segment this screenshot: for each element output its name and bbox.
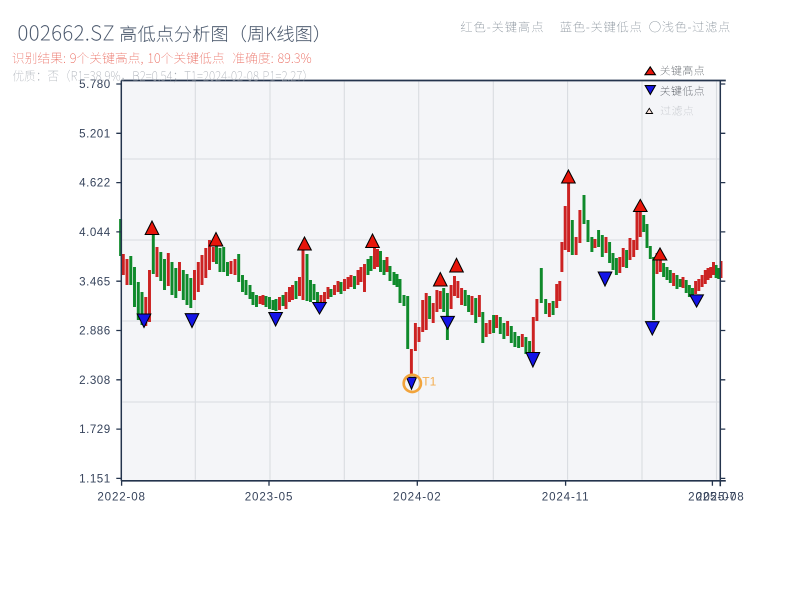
svg-text:2023-05: 2023-05	[245, 491, 294, 504]
svg-text:3.465: 3.465	[79, 275, 111, 288]
svg-text:T1: T1	[422, 375, 436, 389]
svg-text:1.729: 1.729	[79, 423, 111, 436]
svg-text:2024-02: 2024-02	[393, 491, 442, 504]
svg-text:2022-08: 2022-08	[97, 491, 146, 504]
svg-text:4.044: 4.044	[79, 226, 111, 239]
svg-text:2025-08: 2025-08	[696, 491, 745, 504]
svg-text:2024-11: 2024-11	[542, 491, 590, 504]
svg-text:1.151: 1.151	[79, 473, 111, 486]
svg-text:2025-07: 2025-07	[688, 491, 737, 504]
svg-text:2.886: 2.886	[79, 325, 111, 338]
svg-text:5.780: 5.780	[79, 78, 111, 91]
svg-text:5.201: 5.201	[79, 127, 111, 140]
svg-text:2.308: 2.308	[79, 374, 111, 387]
svg-text:4.622: 4.622	[79, 177, 111, 190]
